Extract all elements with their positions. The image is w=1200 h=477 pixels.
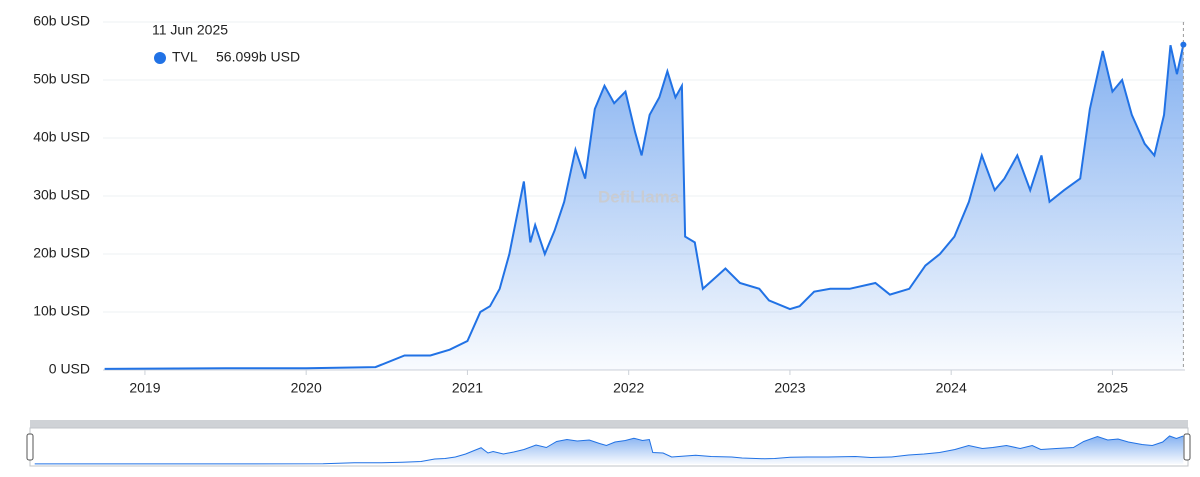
x-tick-label: 2023 [774,380,805,396]
y-tick-label: 20b USD [33,245,90,261]
legend-marker [154,52,166,64]
y-tick-label: 50b USD [33,71,90,87]
navigator-area [34,435,1184,464]
y-tick-label: 30b USD [33,187,90,203]
tooltip-value: 56.099b USD [216,49,300,65]
watermark: DefiLlama [598,187,680,206]
legend-name: TVL [172,49,198,65]
tvl-line [104,44,1185,370]
x-tick-label: 2020 [291,380,322,396]
y-tick-label: 10b USD [33,303,90,319]
navigator-bar [30,420,1188,428]
navigator-handle[interactable] [1183,433,1191,461]
navigator-line [34,435,1184,465]
tooltip-point [1180,41,1187,48]
x-tick-label: 2022 [613,380,644,396]
tooltip-date: 11 Jun 2025 [152,22,228,38]
x-tick-label: 2021 [452,380,483,396]
tvl-area [104,44,1184,371]
x-tick-label: 2025 [1097,380,1128,396]
x-tick-label: 2019 [129,380,160,396]
y-tick-label: 0 USD [49,361,90,377]
y-tick-label: 60b USD [33,13,90,29]
y-tick-label: 40b USD [33,129,90,145]
navigator-handle[interactable] [26,433,34,461]
x-tick-label: 2024 [936,380,967,396]
